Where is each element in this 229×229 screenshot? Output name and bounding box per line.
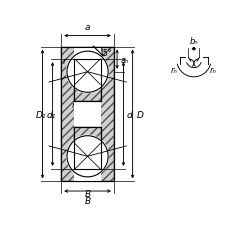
Text: a: a <box>85 23 90 32</box>
Text: r: r <box>62 57 66 65</box>
Text: 45°: 45° <box>98 49 112 58</box>
Circle shape <box>65 135 109 178</box>
Text: rₙ: rₙ <box>170 66 177 75</box>
Text: D₁: D₁ <box>35 110 46 119</box>
Text: D: D <box>136 110 142 119</box>
Bar <box>74 60 100 102</box>
Circle shape <box>67 136 108 177</box>
Circle shape <box>67 52 108 93</box>
Circle shape <box>65 51 109 94</box>
Text: d₁: d₁ <box>46 110 56 119</box>
Text: r: r <box>72 101 75 110</box>
Bar <box>74 60 100 102</box>
Text: α: α <box>95 108 101 117</box>
Text: bₙ: bₙ <box>189 37 197 46</box>
Text: d: d <box>126 110 132 119</box>
Bar <box>74 60 100 102</box>
Text: α: α <box>73 108 79 117</box>
Bar <box>74 127 100 169</box>
Bar <box>74 127 100 169</box>
Text: B: B <box>84 189 90 198</box>
Text: aₙ: aₙ <box>120 55 128 64</box>
Bar <box>61 47 113 182</box>
Bar <box>74 47 100 182</box>
Bar <box>74 127 100 169</box>
Bar <box>61 47 113 182</box>
Text: B: B <box>84 196 90 205</box>
Bar <box>61 47 113 182</box>
Text: rₙ: rₙ <box>209 66 216 75</box>
